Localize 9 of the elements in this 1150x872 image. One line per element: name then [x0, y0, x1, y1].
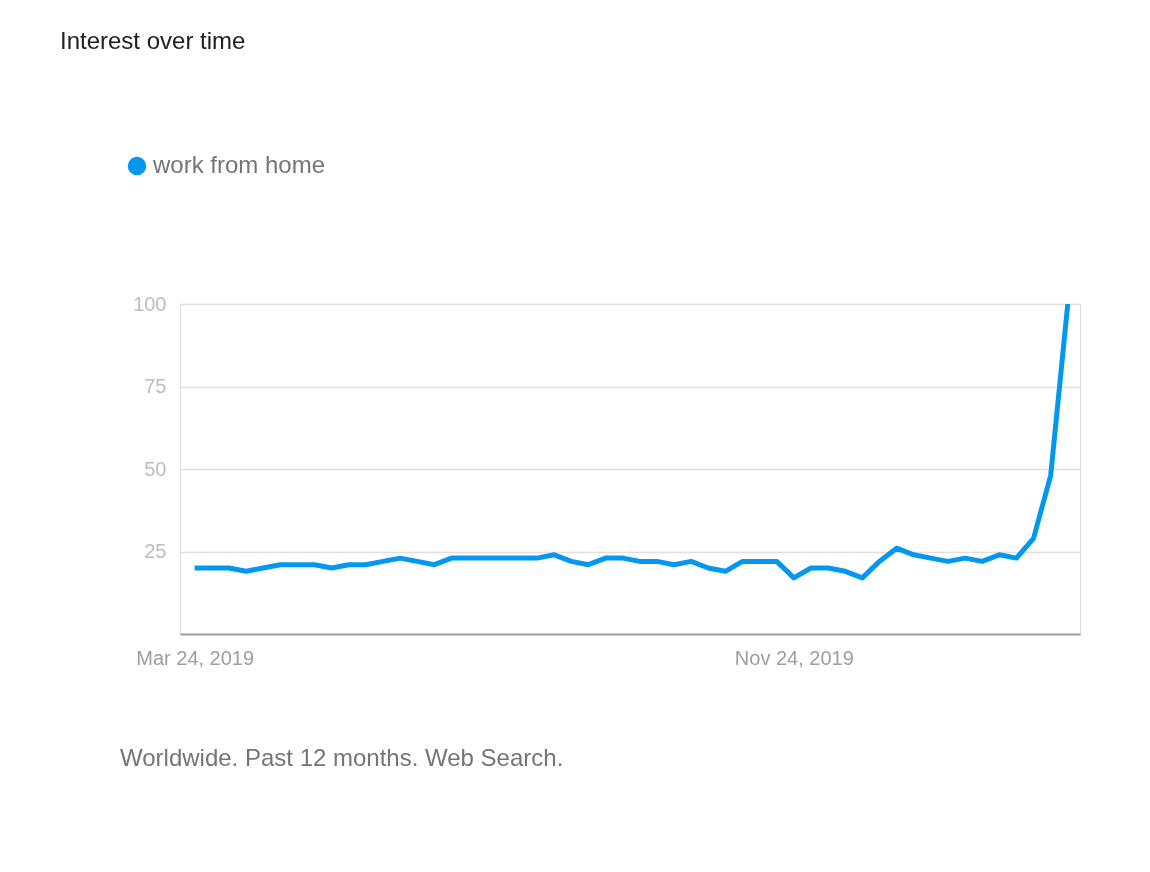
x-tick-label: Nov 24, 2019 — [734, 646, 854, 669]
legend-label: work from home — [152, 151, 326, 178]
text: Worldwide. Past 12 months. Web Search. — [120, 744, 564, 771]
chart-title: Interest over time — [60, 27, 246, 54]
x-tick-label: Mar 24, 2019 — [136, 646, 255, 669]
y-tick-label: 25 — [144, 540, 167, 562]
y-tick-label: 75 — [144, 375, 167, 397]
y-tick-label: 100 — [133, 292, 167, 315]
y-tick-label: 50 — [144, 457, 167, 480]
